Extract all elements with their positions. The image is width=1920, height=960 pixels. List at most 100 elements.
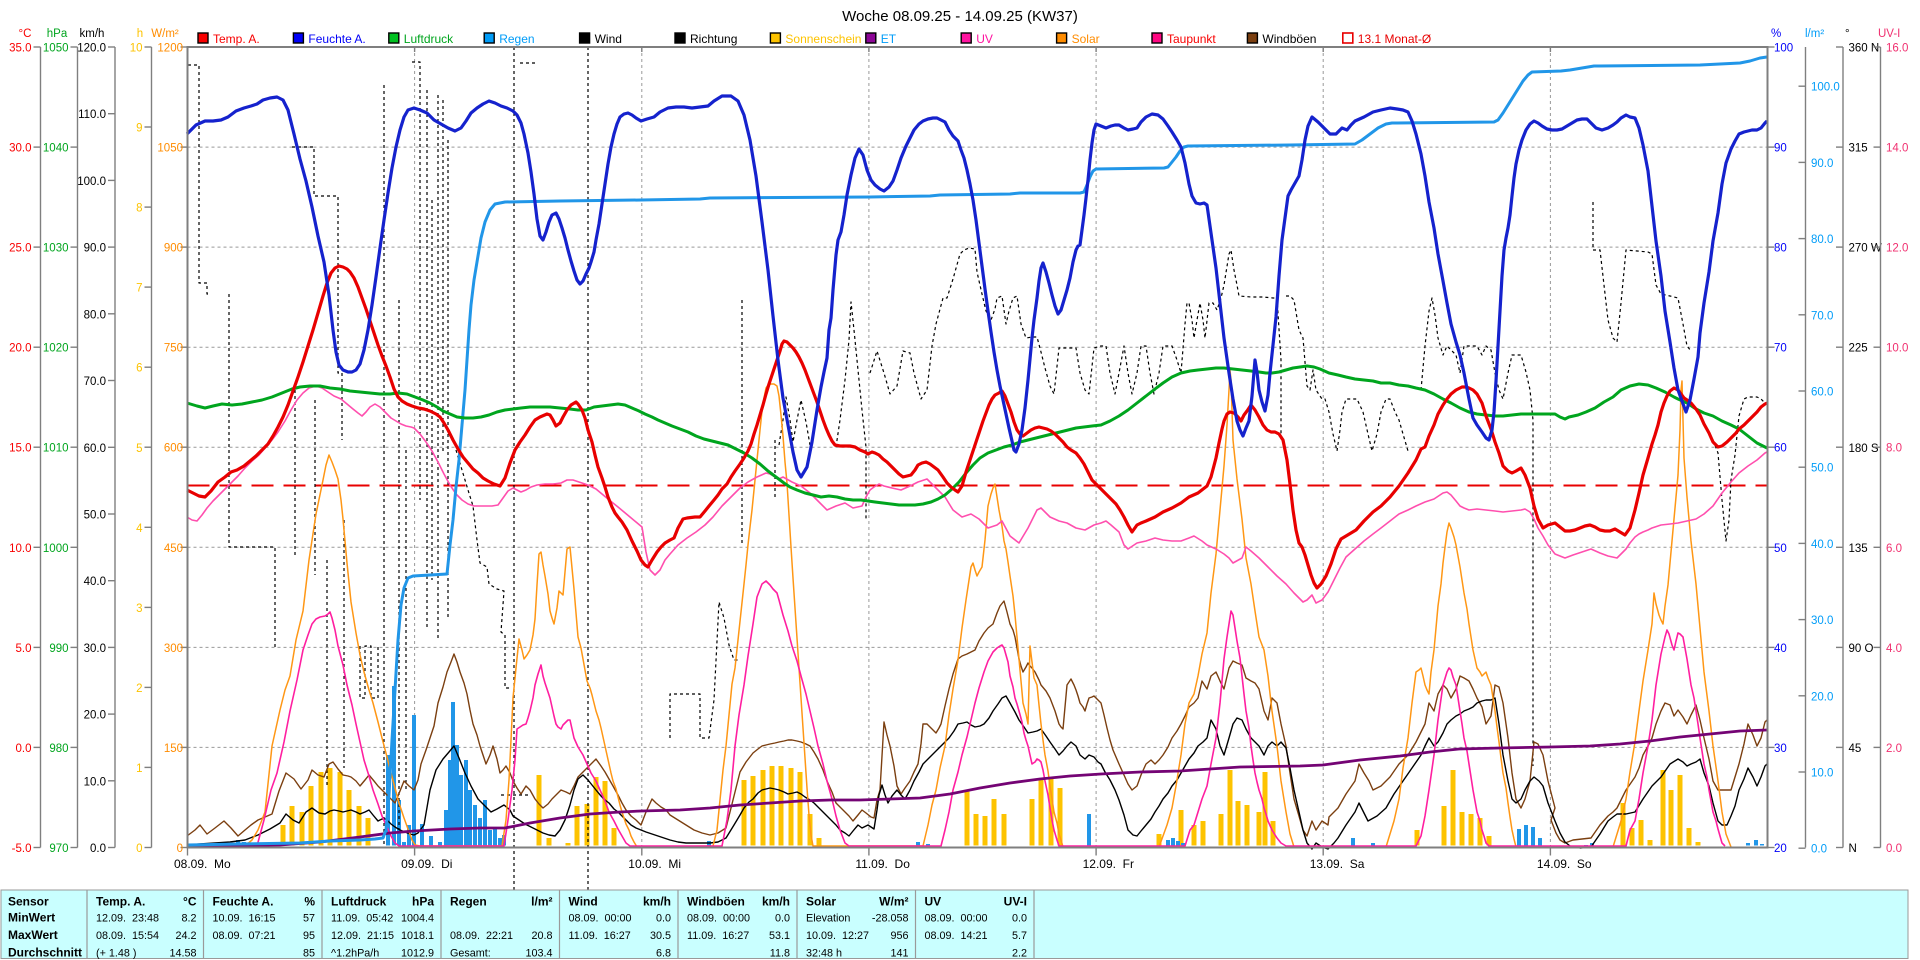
svg-text:57: 57: [303, 913, 315, 925]
svg-text:11.8: 11.8: [770, 947, 790, 959]
svg-text:W/m²: W/m²: [151, 28, 179, 40]
svg-text:Solar: Solar: [806, 895, 836, 909]
svg-text:^1.2hPa/h: ^1.2hPa/h: [331, 947, 379, 959]
svg-text:Windböen: Windböen: [687, 895, 745, 909]
svg-text:W/m²: W/m²: [879, 895, 908, 909]
svg-text:1: 1: [136, 763, 142, 775]
svg-text:15.0: 15.0: [9, 443, 31, 455]
svg-text:Luftdruck: Luftdruck: [404, 32, 454, 46]
svg-text:Taupunkt: Taupunkt: [1167, 32, 1216, 46]
svg-text:1004.4: 1004.4: [401, 913, 434, 925]
svg-text:0.0: 0.0: [90, 843, 106, 855]
svg-text:990: 990: [49, 643, 68, 655]
svg-text:12.09. 23:48: 12.09. 23:48: [96, 913, 159, 925]
svg-text:90.0: 90.0: [84, 243, 106, 255]
svg-text:08.09. 15:54: 08.09. 15:54: [96, 930, 159, 942]
svg-text:90.0: 90.0: [1811, 158, 1833, 170]
svg-text:0.0: 0.0: [1886, 843, 1902, 855]
svg-text:14.0: 14.0: [1886, 143, 1908, 155]
svg-text:1050: 1050: [157, 143, 183, 155]
svg-text:900: 900: [164, 243, 183, 255]
svg-text:10.09. 16:15: 10.09. 16:15: [213, 913, 276, 925]
svg-text:0: 0: [136, 843, 142, 855]
svg-text:20.8: 20.8: [531, 930, 552, 942]
svg-text:60.0: 60.0: [84, 443, 106, 455]
svg-text:3: 3: [136, 603, 142, 615]
svg-text:10: 10: [130, 43, 143, 55]
svg-text:km/h: km/h: [762, 895, 790, 909]
svg-text:6.0: 6.0: [1886, 543, 1902, 555]
svg-text:l/m²: l/m²: [1805, 28, 1824, 40]
svg-text:70.0: 70.0: [84, 376, 106, 388]
svg-text:90 O: 90 O: [1849, 643, 1874, 655]
svg-text:°C: °C: [183, 895, 197, 909]
svg-text:1050: 1050: [43, 43, 69, 55]
svg-text:80: 80: [1774, 243, 1787, 255]
svg-text:20.0: 20.0: [1811, 691, 1833, 703]
svg-text:08.09. 00:00: 08.09. 00:00: [687, 913, 750, 925]
svg-text:360 N: 360 N: [1849, 43, 1880, 55]
svg-text:Sensor: Sensor: [8, 895, 49, 909]
svg-text:30.5: 30.5: [650, 930, 671, 942]
svg-text:45: 45: [1849, 743, 1862, 755]
svg-text:1040: 1040: [43, 143, 69, 155]
svg-text:4.0: 4.0: [1886, 643, 1902, 655]
svg-text:100.0: 100.0: [1811, 82, 1840, 94]
svg-text:13.1 Monat-Ø: 13.1 Monat-Ø: [1358, 32, 1431, 46]
svg-text:100: 100: [1774, 43, 1793, 55]
svg-text:08.09. 14:21: 08.09. 14:21: [925, 930, 988, 942]
svg-text:300: 300: [164, 643, 183, 655]
svg-text:60: 60: [1774, 443, 1787, 455]
svg-text:0.0: 0.0: [1012, 913, 1027, 925]
svg-text:11.09. 16:27: 11.09. 16:27: [687, 930, 749, 942]
svg-text:8.0: 8.0: [1886, 443, 1902, 455]
svg-text:MinWert: MinWert: [8, 911, 55, 925]
svg-text:5.7: 5.7: [1012, 930, 1027, 942]
svg-text:30: 30: [1774, 743, 1787, 755]
svg-text:12.09. Fr: 12.09. Fr: [1083, 857, 1134, 871]
svg-text:8.2: 8.2: [181, 913, 196, 925]
svg-text:95: 95: [303, 930, 315, 942]
svg-text:Feuchte A.: Feuchte A.: [213, 895, 274, 909]
svg-text:24.2: 24.2: [175, 930, 196, 942]
svg-text:970: 970: [49, 843, 68, 855]
svg-text:10.09. 12:27: 10.09. 12:27: [806, 930, 869, 942]
svg-text:UV: UV: [976, 32, 993, 46]
svg-text:l/m²: l/m²: [531, 895, 552, 909]
svg-text:53.1: 53.1: [769, 930, 790, 942]
svg-text:110.0: 110.0: [78, 109, 106, 121]
svg-text:25.0: 25.0: [9, 243, 31, 255]
svg-text:km/h: km/h: [80, 28, 105, 40]
svg-text:7: 7: [136, 283, 142, 295]
svg-text:20: 20: [1774, 843, 1787, 855]
svg-text:225: 225: [1849, 343, 1868, 355]
svg-text:10.09. Mi: 10.09. Mi: [628, 857, 681, 871]
svg-text:20.0: 20.0: [9, 343, 31, 355]
svg-text:12.09. 21:15: 12.09. 21:15: [331, 930, 394, 942]
svg-text:08.09. 07:21: 08.09. 07:21: [213, 930, 276, 942]
svg-text:1010: 1010: [43, 443, 69, 455]
svg-text:9: 9: [136, 123, 142, 135]
svg-text:%: %: [304, 895, 315, 909]
svg-text:08.09. 00:00: 08.09. 00:00: [925, 913, 988, 925]
svg-text:30.0: 30.0: [1811, 615, 1833, 627]
svg-text:50.0: 50.0: [84, 510, 106, 522]
svg-text:1012.9: 1012.9: [401, 947, 434, 959]
svg-text:Gesamt:: Gesamt:: [450, 947, 491, 959]
svg-text:2.0: 2.0: [1886, 743, 1902, 755]
svg-text:Regen: Regen: [499, 32, 534, 46]
svg-text:4: 4: [136, 523, 143, 535]
svg-text:5.0: 5.0: [16, 643, 32, 655]
svg-text:40.0: 40.0: [1811, 539, 1833, 551]
svg-text:14.09. So: 14.09. So: [1537, 857, 1592, 871]
svg-text:MaxWert: MaxWert: [8, 928, 58, 942]
svg-text:N: N: [1849, 843, 1857, 855]
svg-text:Wind: Wind: [595, 32, 622, 46]
svg-text:90: 90: [1774, 143, 1787, 155]
svg-text:0.0: 0.0: [16, 743, 32, 755]
svg-text:10.0: 10.0: [84, 776, 106, 788]
svg-text:11.09. 05:42: 11.09. 05:42: [331, 913, 393, 925]
svg-text:60.0: 60.0: [1811, 387, 1833, 399]
svg-text:14.58: 14.58: [169, 947, 196, 959]
svg-text:-5.0: -5.0: [12, 843, 32, 855]
